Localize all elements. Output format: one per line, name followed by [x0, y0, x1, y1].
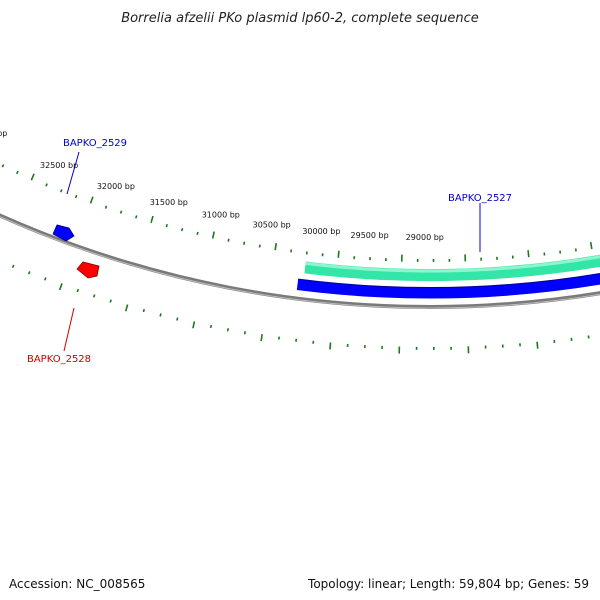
scale-tick	[119, 210, 123, 214]
accession-label: Accession: NC_008565	[9, 577, 146, 591]
scale-tick	[45, 183, 48, 187]
scale-tick	[92, 294, 96, 298]
scale-tick	[124, 304, 129, 312]
scale-tick	[150, 215, 154, 224]
scale-label: 30000 bp	[302, 227, 340, 236]
plasmid-backbone	[0, 213, 600, 309]
scale-tick	[135, 215, 138, 219]
gene-bapko-2529-arrow[interactable]	[52, 224, 75, 242]
scale-tick	[211, 231, 215, 239]
scale-label: 30500 bp	[253, 220, 291, 229]
scale-tick	[165, 223, 168, 228]
scale-tick	[209, 324, 213, 329]
scale-tick	[337, 250, 340, 258]
scale-tick	[44, 277, 47, 281]
scale-label: 29500 bp	[351, 231, 389, 240]
scale-tick	[27, 271, 31, 275]
scale-labels: 33000 bp 32500 bp 32000 bp 31500 bp 31000 bp…	[0, 129, 444, 242]
scale-tick	[227, 238, 230, 242]
scale-tick	[16, 170, 19, 175]
scale-tick	[226, 328, 229, 332]
gene-label-bapko-2528[interactable]: BAPKO_2528	[27, 354, 91, 365]
scale-tick	[180, 227, 184, 232]
scale-label: 32500 bp	[40, 161, 78, 170]
scale-tick	[589, 241, 593, 250]
scale-tick	[89, 196, 94, 204]
scale-tick	[196, 231, 199, 236]
scale-tick	[159, 313, 162, 317]
scale-tick	[536, 341, 539, 349]
scale-tick	[192, 321, 196, 329]
gene-bapko-2528-leader-line	[63, 307, 75, 352]
scale-tick	[58, 283, 63, 291]
scale-tick	[258, 244, 261, 248]
gene-bapko-2528-arrow[interactable]	[76, 261, 100, 279]
scale-label: 29000 bp	[406, 233, 444, 242]
scale-label: 32000 bp	[97, 182, 135, 191]
scale-tick	[243, 241, 246, 245]
outer-scale-ticks	[1, 164, 593, 262]
scale-tick	[329, 342, 332, 350]
scale-tick	[11, 264, 15, 269]
scale-tick	[59, 189, 63, 193]
scale-tick	[76, 288, 80, 293]
scale-tick	[30, 173, 35, 181]
gene-label-bapko-2529[interactable]: BAPKO_2529	[63, 138, 127, 149]
topology-summary: Topology: linear; Length: 59,804 bp; Gen…	[308, 577, 589, 591]
scale-tick	[274, 243, 278, 251]
scale-tick	[243, 331, 246, 335]
region-band[interactable]	[304, 254, 600, 282]
scale-tick	[74, 194, 78, 199]
scale-label: 31500 bp	[150, 198, 188, 207]
region-band-highlight	[305, 255, 600, 273]
scale-tick	[142, 308, 145, 313]
scale-label: 33000 bp	[0, 129, 7, 138]
gene-bapko-2528-shape	[76, 261, 100, 279]
scale-tick	[1, 164, 5, 168]
scale-tick	[527, 250, 530, 258]
scale-tick	[176, 317, 179, 321]
map-title: Borrelia afzelii PKo plasmid lp60-2, com…	[121, 11, 479, 26]
inner-scale-ticks	[11, 264, 590, 354]
gene-label-bapko-2527[interactable]: BAPKO_2527	[448, 193, 512, 204]
scale-tick	[109, 299, 112, 303]
gene-bapko-2529-leader-line	[66, 151, 80, 195]
scale-label: 31000 bp	[202, 211, 240, 220]
scale-tick	[104, 205, 108, 209]
gene-bapko-2529-shape	[52, 224, 75, 242]
gene-bapko-2527-feature[interactable]	[296, 273, 600, 299]
plasmid-backbone-highlight	[0, 216, 600, 309]
gene-bapko-2527-feature-edge	[298, 272, 600, 288]
scale-tick	[260, 333, 263, 342]
